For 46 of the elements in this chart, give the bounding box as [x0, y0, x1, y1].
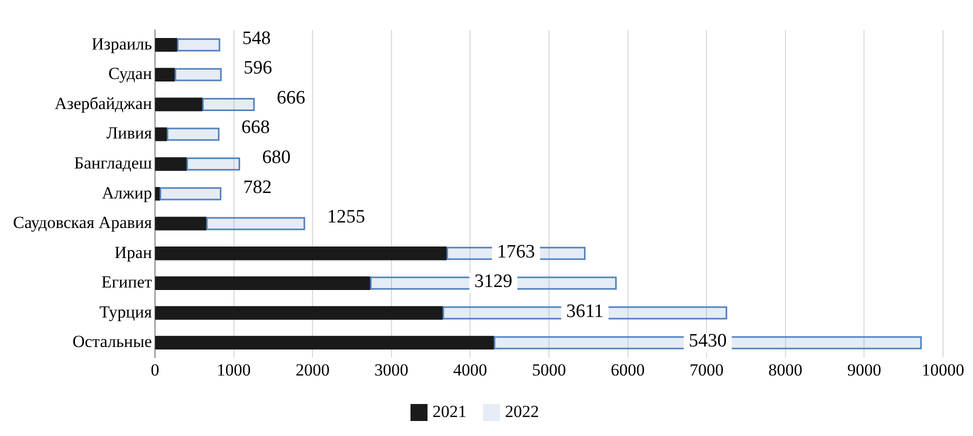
x-tick-label: 7000 — [690, 360, 724, 380]
bar — [155, 216, 207, 230]
bar — [155, 157, 187, 171]
x-tick-label: 10000 — [922, 360, 964, 380]
y-tick-label: Судан — [108, 64, 152, 84]
x-tick-label: 6000 — [610, 360, 645, 380]
y-tick-label: Бангладеш — [74, 153, 152, 172]
data-label: 666 — [276, 87, 306, 108]
bar — [155, 186, 160, 201]
y-tick-label: Израиль — [92, 34, 152, 54]
y-tick-label: Остальные — [72, 332, 152, 352]
x-tick-label: 2000 — [296, 360, 330, 380]
bar — [155, 68, 175, 82]
legend-label: 2021 — [432, 402, 466, 421]
data-label: 1763 — [497, 241, 535, 262]
x-tick-label: 4000 — [453, 360, 488, 380]
y-tick-label: Алжир — [102, 183, 152, 202]
x-tick-label: 5000 — [532, 360, 566, 380]
y-tick-label: Ливия — [106, 124, 152, 143]
data-label: 1255 — [327, 206, 366, 228]
y-tick-label: Азербайджан — [54, 94, 152, 113]
data-label: 782 — [243, 176, 272, 198]
x-tick-label: 3000 — [374, 360, 408, 380]
y-tick-label: Турция — [99, 302, 152, 322]
data-label: 3611 — [566, 300, 604, 322]
x-tick-label: 8000 — [768, 360, 802, 380]
bar — [155, 306, 443, 320]
bar — [155, 246, 447, 260]
y-tick-label: Иран — [114, 242, 152, 262]
data-label: 5430 — [688, 330, 727, 352]
x-tick-label: 0 — [150, 360, 160, 380]
bar — [155, 336, 494, 350]
x-tick-label: 1000 — [216, 360, 251, 380]
data-label: 680 — [262, 147, 291, 168]
data-label: 548 — [242, 28, 271, 49]
bar — [155, 38, 178, 52]
data-label: 668 — [241, 117, 270, 138]
data-label: 3129 — [474, 271, 512, 292]
y-tick-label: Саудовская Аравия — [12, 213, 152, 232]
legend-label: 2022 — [505, 402, 539, 421]
x-tick-label: 9000 — [847, 360, 882, 380]
bar — [155, 276, 370, 290]
bar — [155, 98, 203, 112]
bar — [155, 127, 168, 142]
data-label: 596 — [244, 58, 272, 79]
y-tick-label: Египет — [101, 272, 153, 292]
